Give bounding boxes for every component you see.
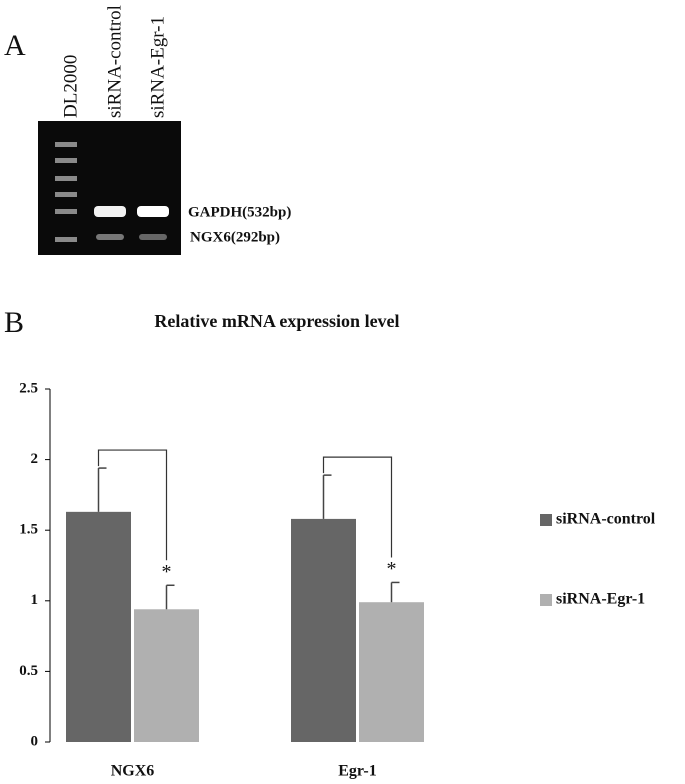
legend-label: siRNA-Egr-1 — [556, 591, 645, 608]
legend-swatch — [540, 594, 552, 606]
legend-swatch — [540, 514, 552, 526]
bar — [291, 518, 356, 742]
ladder — [55, 142, 77, 242]
lane-label: siRNA-Egr-1 — [147, 16, 168, 118]
x-tick-label: NGX6 — [111, 763, 155, 780]
bar — [66, 511, 131, 742]
lane-label: siRNA-control — [104, 5, 125, 118]
panel-label: B — [4, 306, 24, 339]
legend-label: siRNA-control — [556, 511, 656, 528]
band-label: GAPDH(532bp) — [188, 204, 291, 220]
lane-label: DL2000 — [60, 55, 81, 118]
significance-mark: * — [387, 558, 397, 580]
chart-title: Relative mRNA expression level — [154, 311, 399, 331]
bar — [359, 602, 424, 742]
y-tick-label: 0.5 — [19, 663, 38, 679]
y-tick-label: 1.5 — [19, 522, 38, 538]
y-tick-label: 0 — [31, 733, 39, 749]
x-tick-label: Egr-1 — [338, 763, 377, 780]
y-tick-label: 2 — [31, 451, 39, 467]
band-label: NGX6(292bp) — [190, 229, 280, 245]
significance-mark: * — [162, 561, 172, 583]
panel-label: A — [4, 29, 26, 62]
y-tick-label: 1 — [31, 592, 39, 608]
bar — [134, 609, 199, 742]
significance-bracket — [97, 449, 168, 561]
significance-bracket — [322, 456, 393, 558]
y-tick-label: 2.5 — [19, 380, 38, 396]
gel-bands — [94, 206, 169, 240]
